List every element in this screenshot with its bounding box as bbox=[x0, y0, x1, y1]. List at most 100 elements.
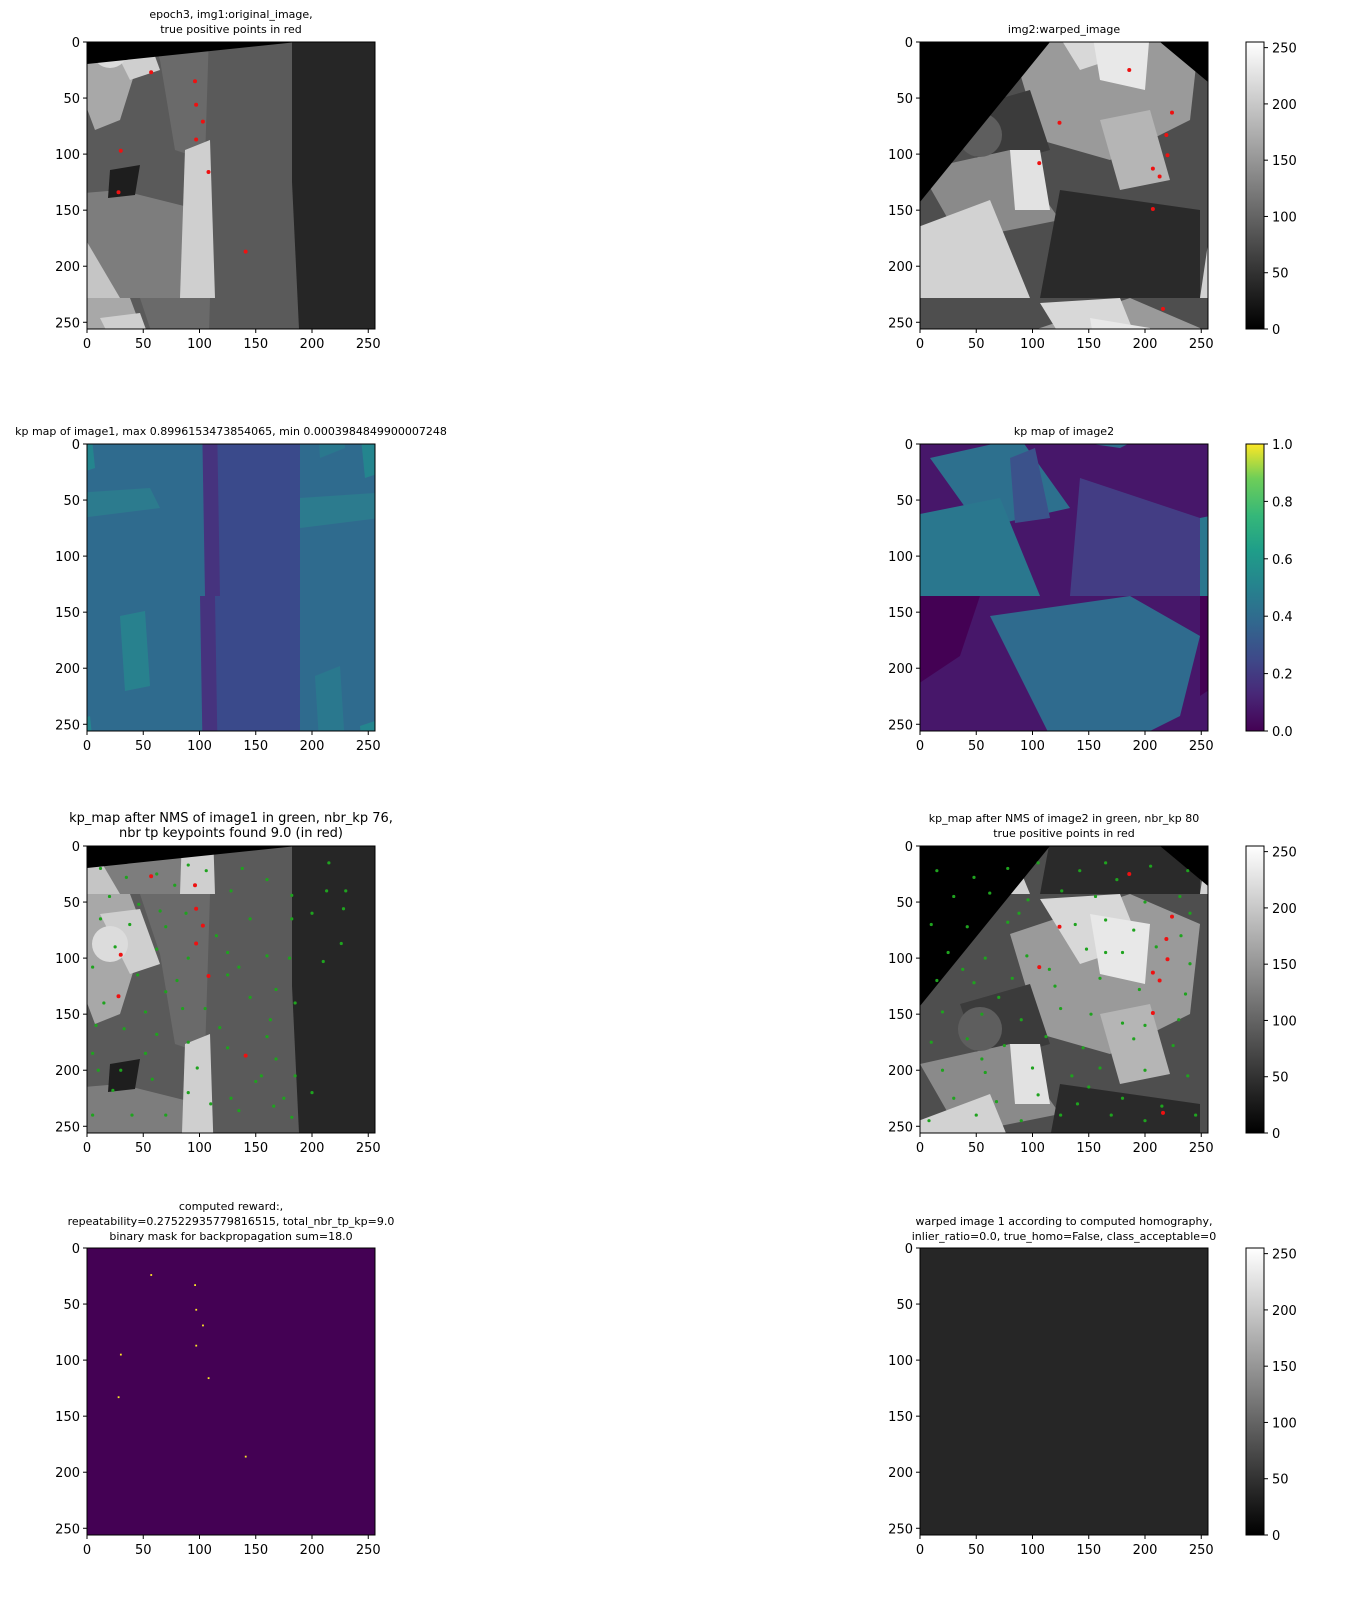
green-keypoint bbox=[164, 990, 168, 994]
green-keypoint bbox=[972, 981, 976, 985]
green-keypoint bbox=[209, 1102, 213, 1106]
red-keypoint bbox=[1057, 924, 1062, 929]
green-keypoint bbox=[274, 987, 278, 992]
red-keypoint bbox=[1127, 68, 1132, 73]
green-keypoint bbox=[96, 1068, 100, 1072]
border-wedge bbox=[1160, 42, 1208, 82]
green-keypoint bbox=[1081, 1046, 1085, 1050]
green-keypoint bbox=[344, 889, 348, 893]
green-keypoint bbox=[1098, 1066, 1102, 1070]
green-keypoint bbox=[186, 1091, 190, 1095]
green-keypoint bbox=[248, 995, 252, 999]
mask-point bbox=[195, 1344, 198, 1347]
green-keypoint bbox=[181, 1006, 185, 1011]
mask-point bbox=[195, 1308, 198, 1311]
x-tick-label: 200 bbox=[300, 739, 325, 754]
green-keypoint bbox=[1104, 918, 1108, 922]
y-tick-label: 150 bbox=[888, 1410, 913, 1425]
axes-frame bbox=[919, 1247, 1209, 1536]
y-tick-label: 200 bbox=[888, 1064, 913, 1079]
x-tick-label: 250 bbox=[1189, 1141, 1214, 1156]
green-keypoint bbox=[122, 1027, 126, 1031]
x-tick-label: 250 bbox=[356, 337, 381, 352]
y-tick-label: 0 bbox=[905, 438, 913, 453]
red-keypoint bbox=[1150, 207, 1155, 212]
green-keypoint bbox=[1194, 1113, 1198, 1117]
colorbar-tick-label: 50 bbox=[1272, 1473, 1289, 1488]
y-tick-label: 50 bbox=[63, 92, 80, 107]
y-tick-label: 0 bbox=[72, 36, 80, 51]
y-tick-label: 100 bbox=[55, 148, 80, 163]
x-tick-label: 200 bbox=[300, 337, 325, 352]
panel-title: repeatability=0.27522935779816515, total… bbox=[68, 1215, 395, 1228]
colorbar-tick-label: 0 bbox=[1272, 323, 1280, 338]
green-keypoint bbox=[119, 1068, 123, 1072]
y-tick-label: 250 bbox=[55, 718, 80, 733]
y-tick-label: 50 bbox=[896, 896, 913, 911]
axes-frame bbox=[919, 443, 1209, 732]
green-keypoint bbox=[175, 978, 179, 983]
green-keypoint bbox=[164, 1113, 168, 1117]
green-keypoint bbox=[287, 956, 292, 960]
green-keypoint bbox=[203, 1006, 207, 1011]
dark-region bbox=[292, 42, 375, 329]
colorbar-tick-label: 200 bbox=[1272, 902, 1297, 917]
red-keypoint bbox=[1161, 306, 1165, 311]
colorbar-tick-label: 150 bbox=[1272, 154, 1297, 169]
green-keypoint bbox=[961, 967, 965, 971]
axes-frame bbox=[86, 1247, 376, 1536]
x-tick-label: 200 bbox=[300, 1141, 325, 1156]
green-keypoint bbox=[195, 1066, 199, 1070]
y-tick-label: 100 bbox=[888, 550, 913, 565]
x-tick-label: 100 bbox=[187, 1141, 212, 1156]
green-keypoint bbox=[1073, 922, 1077, 927]
colorbar bbox=[1245, 1247, 1265, 1536]
colorbar-tick-label: 250 bbox=[1272, 846, 1297, 861]
green-keypoint bbox=[1010, 976, 1014, 980]
panel-image bbox=[920, 444, 1208, 731]
green-keypoint bbox=[1025, 954, 1029, 958]
green-keypoint bbox=[94, 1023, 98, 1027]
red-keypoint bbox=[243, 1053, 248, 1058]
green-keypoint bbox=[290, 893, 294, 897]
green-keypoint bbox=[1019, 1119, 1023, 1123]
green-keypoint bbox=[130, 1113, 134, 1117]
colorbar bbox=[1245, 443, 1265, 732]
border-wedge bbox=[920, 846, 1050, 1006]
green-keypoint bbox=[137, 902, 141, 906]
green-keypoint bbox=[1006, 920, 1010, 924]
green-keypoint bbox=[214, 934, 218, 938]
green-keypoint bbox=[155, 947, 159, 951]
green-keypoint bbox=[935, 978, 939, 983]
x-tick-label: 50 bbox=[968, 337, 985, 352]
green-keypoint bbox=[173, 883, 177, 887]
green-keypoint bbox=[1160, 1104, 1164, 1108]
green-keypoint bbox=[310, 911, 314, 915]
green-keypoint bbox=[111, 1088, 115, 1092]
green-keypoint bbox=[1120, 950, 1125, 955]
green-keypoint bbox=[972, 875, 976, 879]
green-keypoint bbox=[1132, 1037, 1136, 1041]
y-tick-label: 150 bbox=[55, 1008, 80, 1023]
panel-image bbox=[87, 444, 375, 731]
x-tick-label: 250 bbox=[356, 1141, 381, 1156]
x-tick-label: 100 bbox=[1020, 1141, 1045, 1156]
green-keypoint bbox=[293, 1001, 297, 1005]
y-tick-label: 250 bbox=[888, 316, 913, 331]
colorbar-tick-label: 0.2 bbox=[1272, 668, 1293, 683]
x-tick-label: 200 bbox=[1133, 1543, 1158, 1558]
green-keypoint bbox=[1115, 878, 1119, 882]
colorbar-tick-label: 0.0 bbox=[1272, 725, 1293, 740]
y-tick-label: 0 bbox=[905, 1242, 913, 1257]
green-keypoint bbox=[1177, 1018, 1181, 1022]
green-keypoint bbox=[254, 1079, 258, 1084]
y-tick-label: 100 bbox=[888, 952, 913, 967]
y-tick-label: 200 bbox=[55, 260, 80, 275]
colorbar bbox=[1245, 41, 1265, 330]
green-keypoint bbox=[1036, 1093, 1040, 1097]
green-keypoint bbox=[994, 1100, 999, 1104]
x-tick-label: 150 bbox=[243, 739, 268, 754]
mask-point bbox=[194, 1284, 196, 1286]
